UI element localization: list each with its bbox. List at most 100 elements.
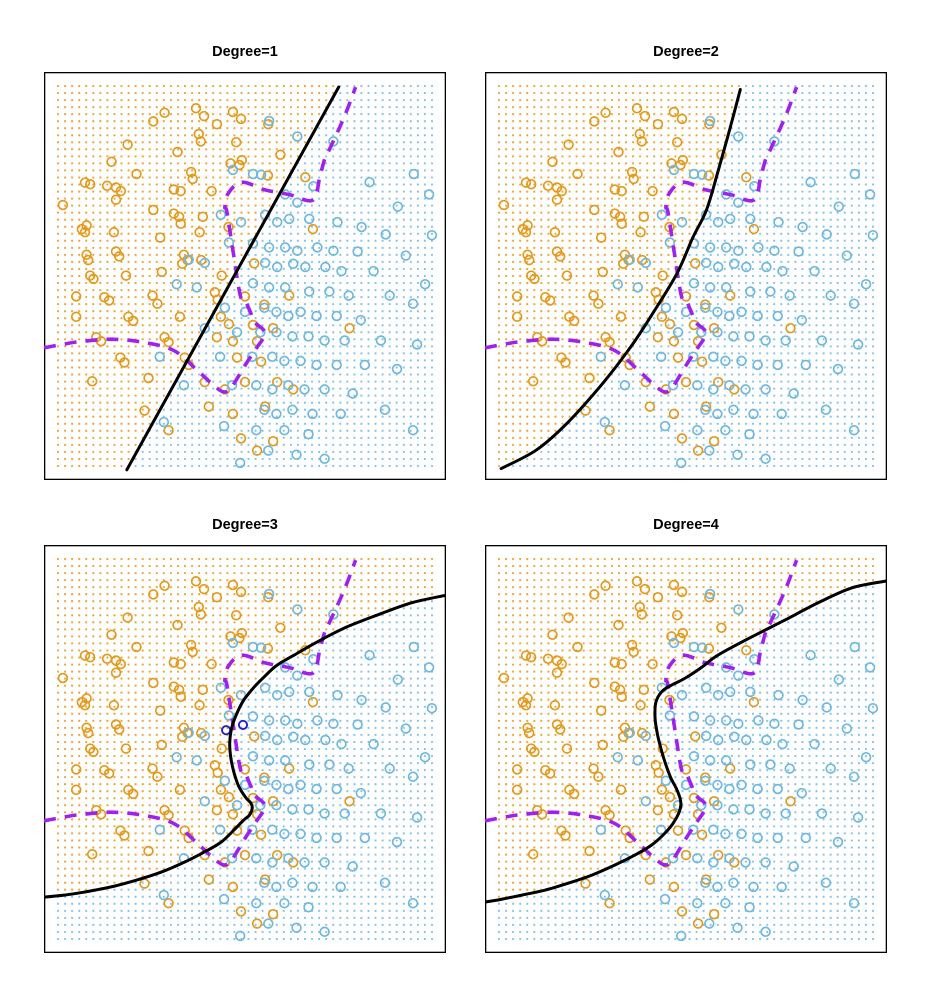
region-dots-orange xyxy=(56,557,434,891)
data-point xyxy=(174,784,186,796)
panel-title-degree-1: Degree=1 xyxy=(212,44,278,60)
data-point xyxy=(704,588,716,600)
data-point xyxy=(279,897,290,909)
data-point xyxy=(700,404,711,416)
data-point xyxy=(680,849,692,861)
data-point xyxy=(227,809,239,820)
data-point xyxy=(187,173,198,185)
data-point xyxy=(769,718,780,729)
data-point xyxy=(283,310,294,322)
data-point xyxy=(328,718,339,729)
data-point xyxy=(704,918,715,929)
data-point xyxy=(619,380,631,391)
data-point xyxy=(825,763,836,774)
data-point xyxy=(259,772,270,783)
data-point xyxy=(741,172,752,183)
data-point xyxy=(796,787,808,799)
data-point xyxy=(411,812,423,823)
data-point xyxy=(335,408,346,420)
data-point xyxy=(744,331,755,342)
data-point xyxy=(283,380,294,391)
data-point xyxy=(251,897,262,909)
data-point xyxy=(198,110,210,122)
data-point xyxy=(251,424,262,436)
data-point xyxy=(736,779,747,791)
data-point xyxy=(635,227,646,238)
data-point xyxy=(551,667,563,678)
data-point xyxy=(797,221,808,233)
data-point xyxy=(206,658,217,670)
data-point xyxy=(676,433,688,444)
data-point xyxy=(108,700,120,711)
data-point xyxy=(522,220,533,231)
data-point xyxy=(624,727,635,738)
data-point xyxy=(235,113,247,125)
data-point xyxy=(267,384,278,395)
data-point xyxy=(556,185,568,197)
data-point xyxy=(634,601,646,613)
data-point xyxy=(703,643,715,654)
panel-plot-degree-1 xyxy=(44,72,446,480)
data-point xyxy=(211,804,223,816)
data-point xyxy=(720,715,732,726)
data-point xyxy=(262,170,274,181)
data-point xyxy=(344,795,355,807)
data-point xyxy=(676,689,688,701)
data-point xyxy=(239,849,251,861)
data-point xyxy=(379,877,391,889)
data-point xyxy=(364,649,375,661)
data-point xyxy=(626,639,638,651)
data-point xyxy=(572,168,583,180)
data-point xyxy=(355,787,367,799)
data-point xyxy=(776,408,787,420)
data-point xyxy=(821,702,832,713)
data-point xyxy=(728,731,740,743)
data-point xyxy=(319,857,330,868)
data-point xyxy=(246,824,258,836)
data-point xyxy=(511,764,523,775)
data-point xyxy=(525,743,537,754)
data-point xyxy=(143,845,154,857)
data-point xyxy=(191,755,203,766)
data-point xyxy=(744,429,755,440)
data-point xyxy=(724,310,735,322)
data-points-blue xyxy=(595,115,879,469)
data-point xyxy=(736,306,747,318)
data-point xyxy=(740,384,751,395)
data-point xyxy=(720,755,732,766)
data-point xyxy=(544,295,556,306)
data-point xyxy=(332,689,343,701)
data-point xyxy=(215,311,227,323)
data-point xyxy=(748,881,759,893)
data-point xyxy=(236,154,248,166)
data-point xyxy=(716,622,727,634)
data-point xyxy=(328,609,339,620)
data-point xyxy=(511,311,523,323)
data-point xyxy=(597,739,609,751)
panel-plot-degree-3 xyxy=(44,545,446,953)
data-point xyxy=(708,351,719,363)
data-point xyxy=(307,696,319,708)
data-point xyxy=(292,604,303,615)
data-point xyxy=(255,642,267,654)
data-point xyxy=(319,335,330,346)
data-point xyxy=(159,580,170,592)
data-point xyxy=(522,693,533,704)
data-point xyxy=(391,363,403,375)
data-point xyxy=(81,693,92,704)
data-point xyxy=(312,242,323,253)
data-point xyxy=(584,372,595,384)
data-point xyxy=(359,359,371,371)
data-point xyxy=(110,194,122,205)
data-point xyxy=(223,710,235,721)
data-point xyxy=(744,902,755,913)
data-point xyxy=(687,351,699,363)
data-point xyxy=(639,110,651,122)
data-point xyxy=(656,311,668,323)
data-point xyxy=(251,445,263,456)
data-point xyxy=(741,734,752,746)
data-point xyxy=(736,355,747,367)
data-point xyxy=(703,170,715,181)
data-point xyxy=(626,166,638,178)
